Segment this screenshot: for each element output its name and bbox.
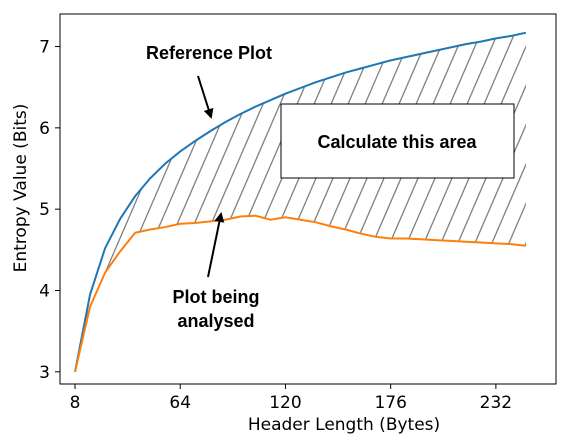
y-tick-label: 7 <box>39 38 50 58</box>
x-tick-label: 8 <box>70 393 81 413</box>
series-line-reference <box>74 31 527 372</box>
arrow-plot-analysed <box>207 212 225 278</box>
arrow-reference-plot <box>197 75 214 119</box>
y-tick-label: 4 <box>39 281 50 301</box>
annotation-calculate-area: Calculate this area <box>317 132 477 152</box>
x-tick-label: 232 <box>480 393 512 413</box>
x-tick-label: 176 <box>374 393 406 413</box>
annotation-box <box>280 103 515 179</box>
y-axis-ticks: 3 4 5 6 7 <box>39 38 60 383</box>
plot-frame <box>59 13 557 385</box>
y-tick-label: 3 <box>39 363 50 383</box>
x-tick-label: 120 <box>269 393 301 413</box>
annotation-analysed: analysed <box>177 311 254 331</box>
series-line-analysed <box>74 214 527 373</box>
x-tick-label: 64 <box>169 393 191 413</box>
x-axis-ticks: 8 64 120 176 232 <box>70 384 512 413</box>
y-tick-label: 6 <box>39 119 50 139</box>
plot-background <box>60 14 556 384</box>
annotation-reference-plot: Reference Plot <box>146 43 272 63</box>
y-axis-label: Entropy Value (Bits) <box>11 104 31 273</box>
annotation-plot-being: Plot being <box>173 287 260 307</box>
y-tick-label: 5 <box>39 200 50 220</box>
x-axis-label: Header Length (Bytes) <box>248 415 440 435</box>
